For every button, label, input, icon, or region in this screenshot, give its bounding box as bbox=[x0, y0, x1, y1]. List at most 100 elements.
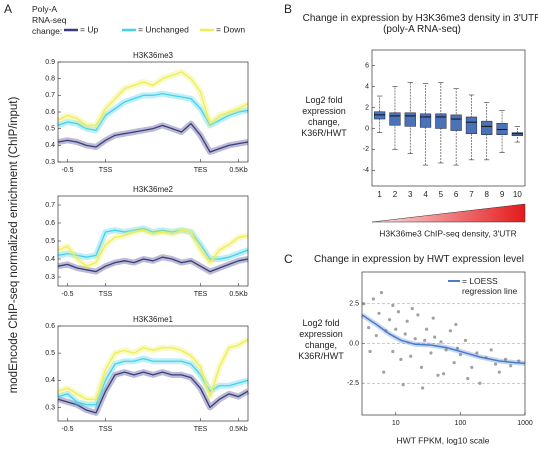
series-band bbox=[57, 336, 250, 403]
y-tick-label: 0.7 bbox=[45, 202, 55, 209]
y-tick-label: 0.0 bbox=[349, 340, 359, 347]
x-tick-label: -0.5 bbox=[61, 426, 73, 433]
scatter-point bbox=[452, 360, 456, 365]
x-tick-label: 10 bbox=[513, 190, 522, 199]
y-tick-label: 0.7 bbox=[45, 92, 55, 99]
box bbox=[511, 132, 523, 137]
legend-entry: = Down bbox=[216, 24, 245, 34]
y-tick-label: 0.3 bbox=[45, 274, 55, 281]
legend-entry: = Up bbox=[80, 24, 98, 34]
series-line bbox=[57, 227, 249, 260]
x-tick-label: 1 bbox=[377, 190, 382, 199]
y-tick-label: 0.5 bbox=[45, 126, 55, 133]
y-tick-label: 0.6 bbox=[45, 109, 55, 116]
x-tick-label: 0.5Kb bbox=[229, 167, 247, 174]
plot-frame bbox=[371, 49, 526, 187]
scatter-point bbox=[425, 327, 429, 331]
scatter-point bbox=[362, 302, 366, 306]
series-line bbox=[57, 71, 249, 126]
plot-frame bbox=[57, 195, 249, 287]
y-axis-label: modEncode ChIP-seq normalized enrichment… bbox=[8, 97, 20, 394]
legend-title: Poly-A RNA-seq change: bbox=[32, 4, 67, 36]
scatter-point bbox=[382, 370, 386, 374]
y-tick-label: 0.8 bbox=[45, 76, 55, 83]
x-tick-label: 1000 bbox=[517, 420, 533, 427]
scatter-point bbox=[391, 349, 395, 354]
panel-label: A bbox=[4, 2, 12, 16]
y-tick-label: 0.5 bbox=[45, 350, 55, 357]
x-tick-label: TES bbox=[194, 167, 208, 174]
density-triangle bbox=[371, 203, 526, 223]
y-tick-label: 0.5 bbox=[45, 238, 55, 245]
y-tick-label: -2 bbox=[363, 146, 369, 153]
y-axis-label: Log2 fold expression change, K36R/HWT bbox=[301, 95, 347, 138]
scatter-point bbox=[405, 319, 409, 323]
scatter-point bbox=[442, 372, 446, 376]
x-tick-label: 7 bbox=[469, 190, 474, 199]
legend-entry: = LOESS regression line bbox=[462, 276, 518, 296]
scatter-point bbox=[478, 381, 482, 385]
y-tick-label: 0.3 bbox=[45, 404, 55, 411]
x-axis-label: HWT FPKM, log10 scale bbox=[397, 435, 490, 445]
scatter-point bbox=[509, 364, 513, 368]
scatter-point bbox=[429, 351, 433, 355]
plot-title: H3K36me1 bbox=[133, 315, 174, 324]
x-tick-label: 2 bbox=[393, 190, 398, 199]
scatter-point bbox=[403, 332, 407, 336]
plot-title: H3K36me3 bbox=[133, 51, 174, 60]
y-tick-label: 2.5 bbox=[349, 301, 359, 308]
y-tick-label: 4 bbox=[365, 83, 369, 90]
box bbox=[419, 113, 432, 128]
x-tick-label: 0.5Kb bbox=[229, 426, 247, 433]
scatter-point bbox=[419, 365, 424, 369]
scatter-point bbox=[493, 362, 498, 366]
scatter-point bbox=[475, 351, 479, 355]
y-tick-label: 0 bbox=[365, 125, 369, 132]
series-line bbox=[57, 229, 249, 267]
x-tick-label: TSS bbox=[99, 291, 113, 298]
box bbox=[374, 111, 386, 120]
series-band bbox=[56, 69, 250, 129]
scatter-point bbox=[489, 348, 493, 352]
y-tick-label: -2.5 bbox=[347, 380, 359, 387]
panel-label: C bbox=[284, 252, 293, 266]
scatter-point bbox=[371, 297, 375, 301]
scatter-point bbox=[394, 327, 398, 331]
box bbox=[465, 116, 478, 134]
y-tick-label: 6 bbox=[365, 63, 369, 70]
scatter-point bbox=[448, 329, 452, 333]
scatter-point bbox=[379, 291, 384, 295]
box bbox=[496, 122, 508, 135]
fit-band bbox=[360, 312, 526, 366]
scatter-point bbox=[503, 357, 508, 361]
y-axis-label: Log2 fold expression change, K36R/HWT bbox=[298, 318, 344, 361]
x-tick-label: 8 bbox=[485, 190, 490, 199]
scatter-point bbox=[454, 322, 458, 327]
plot-title: H3K36me2 bbox=[133, 185, 174, 194]
box bbox=[450, 114, 462, 131]
series-line bbox=[57, 93, 249, 131]
scatter-point bbox=[458, 353, 462, 357]
scatter-point bbox=[368, 349, 372, 354]
x-tick-label: -0.5 bbox=[61, 167, 73, 174]
x-tick-label: 9 bbox=[500, 190, 505, 199]
y-tick-label: 0.6 bbox=[45, 323, 55, 330]
plot-frame bbox=[57, 325, 249, 422]
scatter-point bbox=[409, 354, 413, 358]
x-tick-label: TSS bbox=[99, 426, 113, 433]
x-tick-label: 0.5Kb bbox=[229, 291, 247, 298]
x-tick-label: 4 bbox=[423, 190, 428, 199]
box bbox=[435, 113, 447, 129]
scatter-point bbox=[420, 386, 425, 390]
x-tick-label: TES bbox=[194, 291, 208, 298]
box bbox=[389, 112, 401, 126]
legend-entry: = Unchanged bbox=[138, 24, 189, 34]
scatter-point bbox=[433, 335, 437, 339]
x-axis-label: H3K36me3 ChIP-seq density, 3'UTR bbox=[379, 228, 517, 238]
scatter-point bbox=[436, 373, 440, 377]
scatter-point bbox=[410, 306, 414, 311]
series-line bbox=[57, 256, 249, 273]
x-tick-label: TSS bbox=[99, 167, 113, 174]
